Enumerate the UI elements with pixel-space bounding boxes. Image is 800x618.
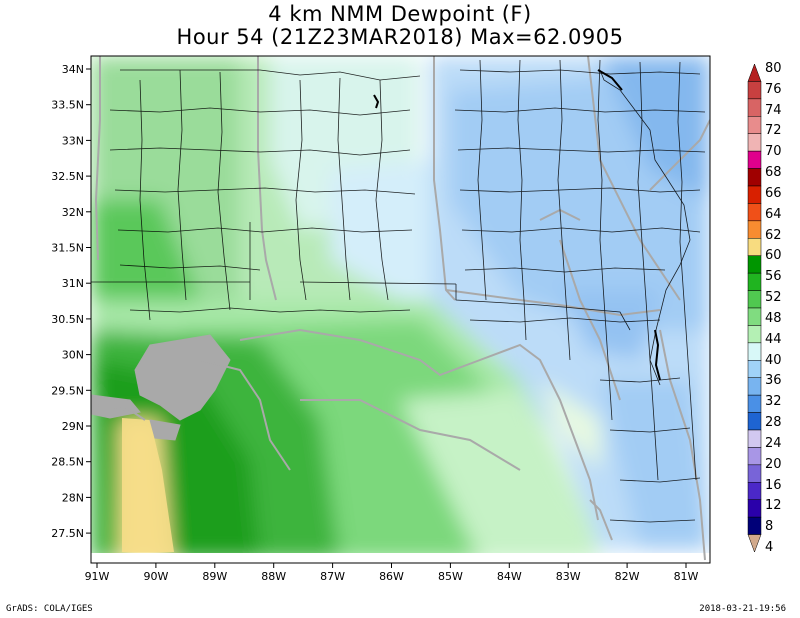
colorbar-swatch (747, 429, 762, 448)
colorbar-swatch (747, 98, 762, 117)
colorbar-label: 28 (765, 415, 782, 431)
colorbar-label: 40 (765, 352, 782, 368)
colorbar-label: 24 (765, 435, 782, 451)
lat-tick-label: 29.5N (51, 384, 84, 397)
plot-frame (90, 55, 711, 564)
lon-tick-label: 86W (379, 570, 404, 583)
lat-tick-label: 32N (62, 206, 84, 219)
colorbar-label: 12 (765, 498, 782, 514)
colorbar-label: 64 (765, 206, 782, 222)
colorbar-swatch (747, 394, 762, 413)
colorbar-swatch (747, 238, 762, 256)
colorbar-swatch (747, 255, 762, 274)
lat-tick-label: 28.5N (51, 456, 84, 469)
colorbar-swatch (747, 203, 762, 222)
colorbar-label: 4 (765, 540, 774, 555)
footer-credit: GrADS: COLA/IGES (6, 604, 93, 614)
lat-tick-label: 30.5N (51, 313, 84, 326)
lat-tick-label: 28N (62, 491, 84, 504)
colorbar-swatch (747, 499, 762, 518)
dewpoint-field (91, 56, 710, 560)
colorbar-swatch (747, 116, 762, 134)
colorbar-label: 80 (765, 61, 782, 76)
colorbar-label: 44 (765, 331, 782, 347)
rivers-dark (373, 69, 661, 381)
colorbar-swatch (747, 272, 762, 291)
colorbar-label: 68 (765, 165, 782, 181)
lon-tick-label: 84W (497, 570, 522, 583)
colorbar-label: 56 (765, 269, 782, 285)
colorbar-label: 20 (765, 456, 782, 472)
lat-tick-label: 31N (62, 277, 84, 290)
gray-land-features (91, 334, 231, 441)
lat-tick-label: 30N (62, 349, 84, 362)
colorbar (747, 63, 762, 553)
colorbar-swatch (747, 482, 762, 500)
colorbar-swatch (747, 168, 762, 187)
lon-tick-label: 88W (261, 570, 286, 583)
map-subtitle: Hour 54 (21Z23MAR2018) Max=62.0905 (176, 25, 624, 49)
footer-timestamp: 2018-03-21-19:56 (699, 604, 786, 614)
colorbar-label: 16 (765, 477, 782, 493)
colorbar-label: 36 (765, 373, 782, 389)
colorbar-label: 48 (765, 310, 782, 326)
colorbar-swatch (747, 342, 762, 361)
colorbar-swatch (747, 81, 762, 100)
lat-tick-label: 34N (62, 63, 84, 76)
lon-tick-label: 89W (202, 570, 227, 583)
lat-tick-label: 31.5N (51, 242, 84, 255)
colorbar-swatch (747, 412, 762, 431)
lon-tick-label: 87W (320, 570, 345, 583)
county-boundaries (91, 59, 706, 523)
lat-tick-label: 32.5N (51, 170, 84, 183)
colorbar-label: 32 (765, 394, 782, 410)
colorbar-label: 52 (765, 290, 782, 306)
state-boundaries (94, 56, 710, 561)
colorbar-label: 8 (765, 519, 774, 535)
colorbar-label: 72 (765, 123, 782, 139)
colorbar-swatch (747, 133, 762, 152)
lon-tick-label: 85W (438, 570, 463, 583)
lat-tick-label: 29N (62, 420, 84, 433)
colorbar-label: 70 (765, 144, 782, 160)
colorbar-swatch (747, 464, 762, 483)
colorbar-swatch (747, 360, 762, 378)
lon-tick-label: 91W (85, 570, 110, 583)
colorbar-label: 74 (765, 102, 782, 118)
lat-tick-label: 33.5N (51, 99, 84, 112)
colorbar-label: 60 (765, 248, 782, 264)
colorbar-swatch (747, 220, 762, 239)
lon-tick-label: 81W (674, 570, 699, 583)
colorbar-swatch (747, 290, 762, 309)
colorbar-bottom-arrow (747, 534, 762, 553)
latitude-axis: 34N 33.5N 33N 32.5N 32N 31.5N 31N 30.5N 30N 29.5N… (51, 63, 91, 540)
colorbar-swatch (747, 377, 762, 396)
colorbar-top-arrow (747, 63, 762, 82)
lon-tick-label: 90W (143, 570, 168, 583)
lat-tick-label: 27.5N (51, 527, 84, 540)
longitude-axis: 91W 90W 89W 88W 87W 86W 85W 84W 83W 82W 81W (85, 563, 699, 583)
colorbar-swatch (747, 516, 762, 535)
lon-tick-label: 82W (615, 570, 640, 583)
colorbar-swatch (747, 150, 762, 169)
colorbar-swatch (747, 185, 762, 204)
colorbar-label: 76 (765, 81, 782, 97)
map-title: 4 km NMM Dewpoint (F) (268, 2, 532, 26)
colorbar-swatch (747, 307, 762, 326)
colorbar-label: 66 (765, 185, 782, 201)
colorbar-swatch (747, 447, 762, 466)
lat-tick-label: 33N (62, 134, 84, 147)
colorbar-label: 62 (765, 227, 782, 243)
colorbar-swatch (747, 325, 762, 344)
lon-tick-label: 83W (556, 570, 581, 583)
